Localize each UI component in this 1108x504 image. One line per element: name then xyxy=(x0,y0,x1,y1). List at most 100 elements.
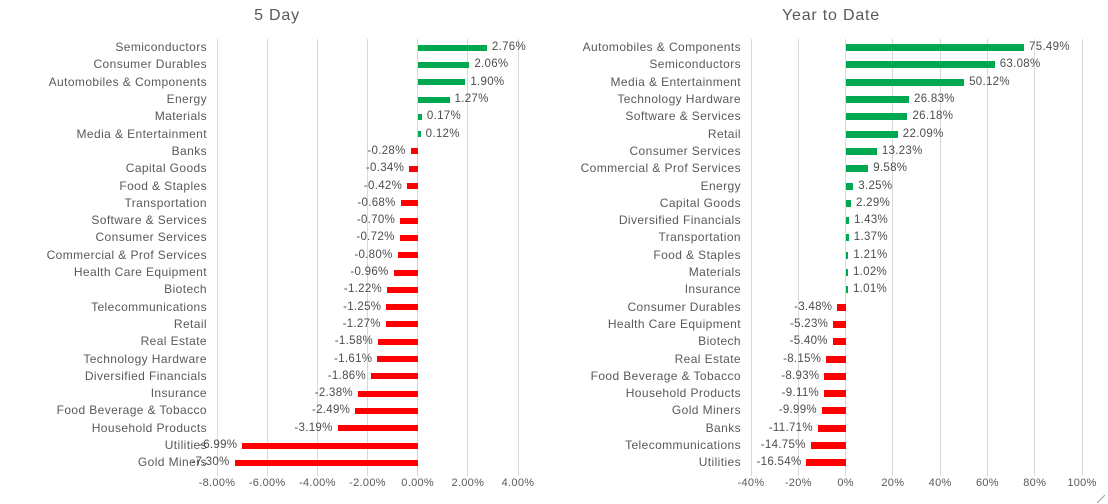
resize-handle-icon[interactable] xyxy=(1095,492,1107,504)
bar-positive xyxy=(417,61,470,68)
bar-negative xyxy=(410,148,418,155)
category-label: Semiconductors xyxy=(115,40,207,55)
category-label: Retail xyxy=(707,126,741,141)
x-axis-tick-label: -40% xyxy=(737,477,765,489)
bar-positive xyxy=(845,199,851,207)
bar-negative xyxy=(234,459,418,466)
category-label: Diversified Financials xyxy=(618,213,741,228)
category-label: Capital Goods xyxy=(125,161,207,176)
category-label: Household Products xyxy=(91,420,207,435)
value-label: -3.48% xyxy=(794,300,833,313)
bar-positive xyxy=(845,217,849,225)
gridline xyxy=(750,39,752,476)
bar-positive xyxy=(845,96,909,104)
category-label: Utilities xyxy=(164,438,207,453)
bar-negative xyxy=(806,459,846,467)
chart-year-to-date: Year to Date -40% -20% 0% 20% 40% 60% 80% 100% A… xyxy=(554,0,1108,504)
category-label: Consumer Services xyxy=(95,230,207,245)
bar-negative xyxy=(833,320,846,328)
bar-negative xyxy=(407,183,418,190)
category-label: Materials xyxy=(688,265,741,280)
value-label: -11.71% xyxy=(768,421,813,434)
value-label: -7.30% xyxy=(191,456,230,469)
value-label: -1.86% xyxy=(327,369,367,382)
bar-negative xyxy=(357,390,418,397)
category-label: Consumer Services xyxy=(629,143,741,158)
gridline xyxy=(986,39,988,476)
value-label: -6.99% xyxy=(199,439,238,452)
bar-positive xyxy=(845,61,995,69)
category-label: Media & Entertainment xyxy=(76,126,207,141)
chart-title: Year to Date xyxy=(782,7,880,24)
value-label: 1.02% xyxy=(852,266,888,279)
bar-positive xyxy=(417,44,487,51)
bar-positive xyxy=(845,286,848,294)
bar-negative xyxy=(810,442,846,450)
value-label: -1.58% xyxy=(334,335,374,348)
chart-5-day: 5 Day -8.00% -6.00% -4.00% -2.00% 0.00% 2.00%… xyxy=(47,7,534,489)
category-label: Energy xyxy=(700,178,741,193)
value-label: 63.08% xyxy=(999,58,1041,71)
x-axis-tick-label: 60% xyxy=(975,477,999,489)
value-label: -0.96% xyxy=(350,266,389,279)
bar-negative xyxy=(377,356,418,363)
category-label: Food Beverage & Tobacco xyxy=(56,403,207,418)
category-label: Automobiles & Components xyxy=(48,74,207,89)
value-label: -8.15% xyxy=(783,352,822,365)
bar-negative xyxy=(397,252,418,259)
value-label: -2.38% xyxy=(314,387,353,400)
bar-positive xyxy=(845,234,849,242)
value-label: 26.18% xyxy=(912,110,954,123)
value-label: -0.42% xyxy=(363,179,403,192)
category-label: Biotech xyxy=(164,282,207,297)
bar-positive xyxy=(845,113,908,121)
x-axis-tick-label: 40% xyxy=(928,477,952,489)
category-label: Retail xyxy=(173,316,207,331)
bar-negative xyxy=(400,217,418,224)
value-label: -1.27% xyxy=(342,317,381,330)
bar-negative xyxy=(817,424,846,432)
gridline xyxy=(517,39,519,476)
category-label: Diversified Financials xyxy=(84,368,207,383)
value-label: 1.90% xyxy=(470,75,505,88)
category-label: Telecommunications xyxy=(91,299,207,314)
category-label: Telecommunications xyxy=(625,438,741,453)
bar-negative xyxy=(393,269,418,276)
gridline xyxy=(216,39,218,476)
bar-negative xyxy=(378,338,418,345)
bar-negative xyxy=(409,165,418,172)
value-label: 26.83% xyxy=(914,93,955,106)
bar-negative xyxy=(821,407,846,415)
x-axis-tick-label: -4.00% xyxy=(299,477,336,489)
value-label: -0.72% xyxy=(356,231,395,244)
bar-positive xyxy=(417,113,422,120)
x-axis-tick-label: -20% xyxy=(784,477,812,489)
value-label: 3.25% xyxy=(858,179,893,192)
category-label: Health Care Equipment xyxy=(73,265,207,280)
bar-positive xyxy=(845,165,869,173)
value-label: -0.28% xyxy=(367,144,406,157)
bar-negative xyxy=(355,407,418,414)
category-label: Household Products xyxy=(625,386,741,401)
category-label: Gold Miners xyxy=(671,403,741,418)
value-label: 1.21% xyxy=(853,248,888,261)
x-axis-tick-label: 80% xyxy=(1023,477,1047,489)
category-label: Technology Hardware xyxy=(83,351,207,366)
bar-positive xyxy=(845,182,854,190)
value-label: 50.12% xyxy=(969,75,1010,88)
category-label: Technology Hardware xyxy=(617,92,741,107)
bar-negative xyxy=(826,355,846,363)
bar-positive xyxy=(417,131,421,138)
value-label: 2.29% xyxy=(855,196,891,209)
category-label: Transportation xyxy=(658,230,741,245)
value-label: 0.17% xyxy=(426,110,462,123)
x-axis-tick-label: 100% xyxy=(1067,477,1097,489)
x-axis-tick-label: 0% xyxy=(837,477,854,489)
bar-negative xyxy=(399,234,418,241)
value-label: 75.49% xyxy=(1029,41,1070,54)
category-label: Software & Services xyxy=(91,213,207,228)
value-label: -8.93% xyxy=(781,369,820,382)
value-label: -1.22% xyxy=(343,283,383,296)
value-label: -2.49% xyxy=(311,404,351,417)
category-label: Insurance xyxy=(684,282,741,297)
